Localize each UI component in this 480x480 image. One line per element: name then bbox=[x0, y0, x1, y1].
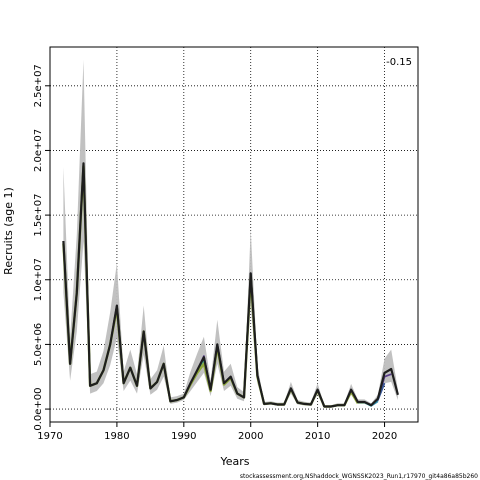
x-axis-title: Years bbox=[219, 455, 249, 468]
peel-line-2020 bbox=[62, 162, 386, 408]
source-footer: stockassessment.org,NShaddock_WGNSSK2023… bbox=[240, 473, 478, 480]
current-estimate bbox=[62, 162, 399, 408]
y-tick-label: 2.5e+07 bbox=[33, 64, 44, 107]
peel-line-2018 bbox=[62, 163, 372, 408]
y-axis-title: Recruits (age 1) bbox=[2, 187, 15, 275]
x-tick-label: 2000 bbox=[238, 431, 263, 442]
y-tick-label: 0.0e+00 bbox=[33, 387, 44, 430]
rho-annotation: -0.15 bbox=[386, 57, 412, 68]
estimate-line bbox=[62, 162, 399, 408]
y-tick-label: 2.0e+07 bbox=[33, 129, 44, 172]
x-tick-label: 1980 bbox=[104, 431, 129, 442]
x-axis: 1970 1980 1990 2000 2010 2020 bbox=[37, 422, 397, 442]
x-tick-label: 1970 bbox=[37, 431, 62, 442]
y-tick-label: 5.0e+06 bbox=[33, 323, 44, 366]
x-tick-label: 2020 bbox=[372, 431, 397, 442]
plot-frame bbox=[49, 46, 419, 423]
x-tick-label: 2010 bbox=[305, 431, 330, 442]
x-tick-label: 1990 bbox=[171, 431, 196, 442]
confidence-band bbox=[63, 59, 398, 408]
y-axis: 0.0e+00 5.0e+06 1.0e+07 1.5e+07 2.0e+07 2.5e+… bbox=[33, 64, 50, 431]
confidence-band-area bbox=[63, 59, 398, 408]
y-tick-label: 1.5e+07 bbox=[33, 194, 44, 237]
y-tick-label: 1.0e+07 bbox=[33, 258, 44, 301]
